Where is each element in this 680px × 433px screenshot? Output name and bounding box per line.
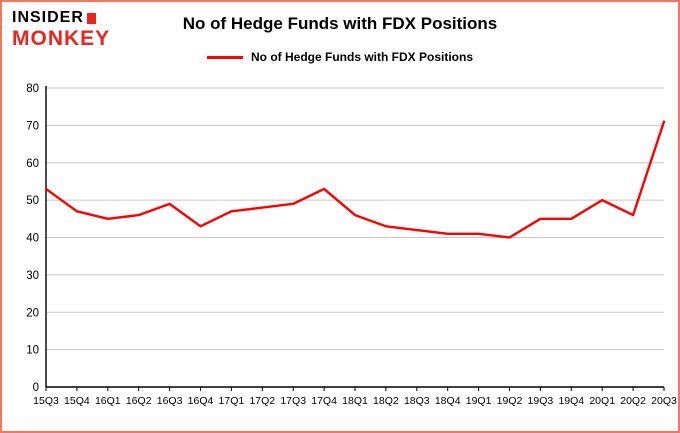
x-tick-label: 15Q4 [64, 395, 90, 407]
x-tick-label: 17Q2 [249, 395, 275, 407]
y-tick-label: 60 [26, 158, 39, 170]
insider-monkey-logo: INSIDER MONKEY [12, 10, 111, 50]
y-tick-label: 0 [33, 382, 39, 394]
logo-red-block-icon [86, 12, 96, 24]
y-tick-label: 80 [26, 83, 39, 95]
line-chart: 0 10 20 30 40 50 60 70 80 15Q3 15Q4 16Q1 16Q2 16Q3 16Q… [26, 83, 677, 407]
plot-area: 0 10 20 30 40 50 60 70 80 15Q3 15Q4 16Q1 16Q2 16Q3 16Q… [2, 74, 678, 431]
y-tick-label: 70 [26, 120, 39, 132]
y-tick-label: 20 [26, 307, 39, 319]
y-tick-label: 30 [26, 270, 39, 282]
x-tick-label: 20Q1 [589, 395, 615, 407]
x-tick-label: 19Q2 [497, 395, 523, 407]
x-tick-label: 16Q2 [126, 395, 152, 407]
y-tick-label: 10 [26, 345, 39, 357]
logo-text-monkey: MONKEY [12, 27, 111, 50]
y-tick-label: 50 [26, 195, 39, 207]
chart-legend: No of Hedge Funds with FDX Positions [2, 50, 678, 64]
x-tick-label: 16Q3 [157, 395, 183, 407]
x-tick-label: 15Q3 [33, 395, 59, 407]
x-tick-label: 16Q1 [95, 395, 121, 407]
x-tick-label: 19Q4 [558, 395, 584, 407]
y-tick-label: 40 [26, 233, 39, 245]
logo-line1: INSIDER [12, 10, 110, 26]
x-tick-label: 19Q3 [528, 395, 554, 407]
x-tick-label: 18Q2 [373, 395, 399, 407]
x-tick-label: 20Q2 [620, 395, 646, 407]
x-tick-label: 18Q3 [404, 395, 430, 407]
x-tick-label: 17Q3 [280, 395, 306, 407]
legend-swatch [207, 55, 243, 59]
x-tick-label: 16Q4 [188, 395, 214, 407]
x-tick-label: 20Q3 [651, 395, 677, 407]
x-tick-label: 19Q1 [466, 395, 492, 407]
x-tick-label: 18Q1 [342, 395, 368, 407]
chart-header: INSIDER MONKEY No of Hedge Funds with FD… [2, 2, 678, 74]
x-tick-label: 17Q1 [219, 395, 245, 407]
x-tick-label: 17Q4 [311, 395, 337, 407]
chart-title: No of Hedge Funds with FDX Positions [182, 14, 498, 33]
series-line [44, 120, 666, 239]
legend-label: No of Hedge Funds with FDX Positions [251, 50, 473, 64]
x-tick-label: 18Q4 [435, 395, 461, 407]
logo-text-insider: INSIDER [12, 9, 84, 26]
